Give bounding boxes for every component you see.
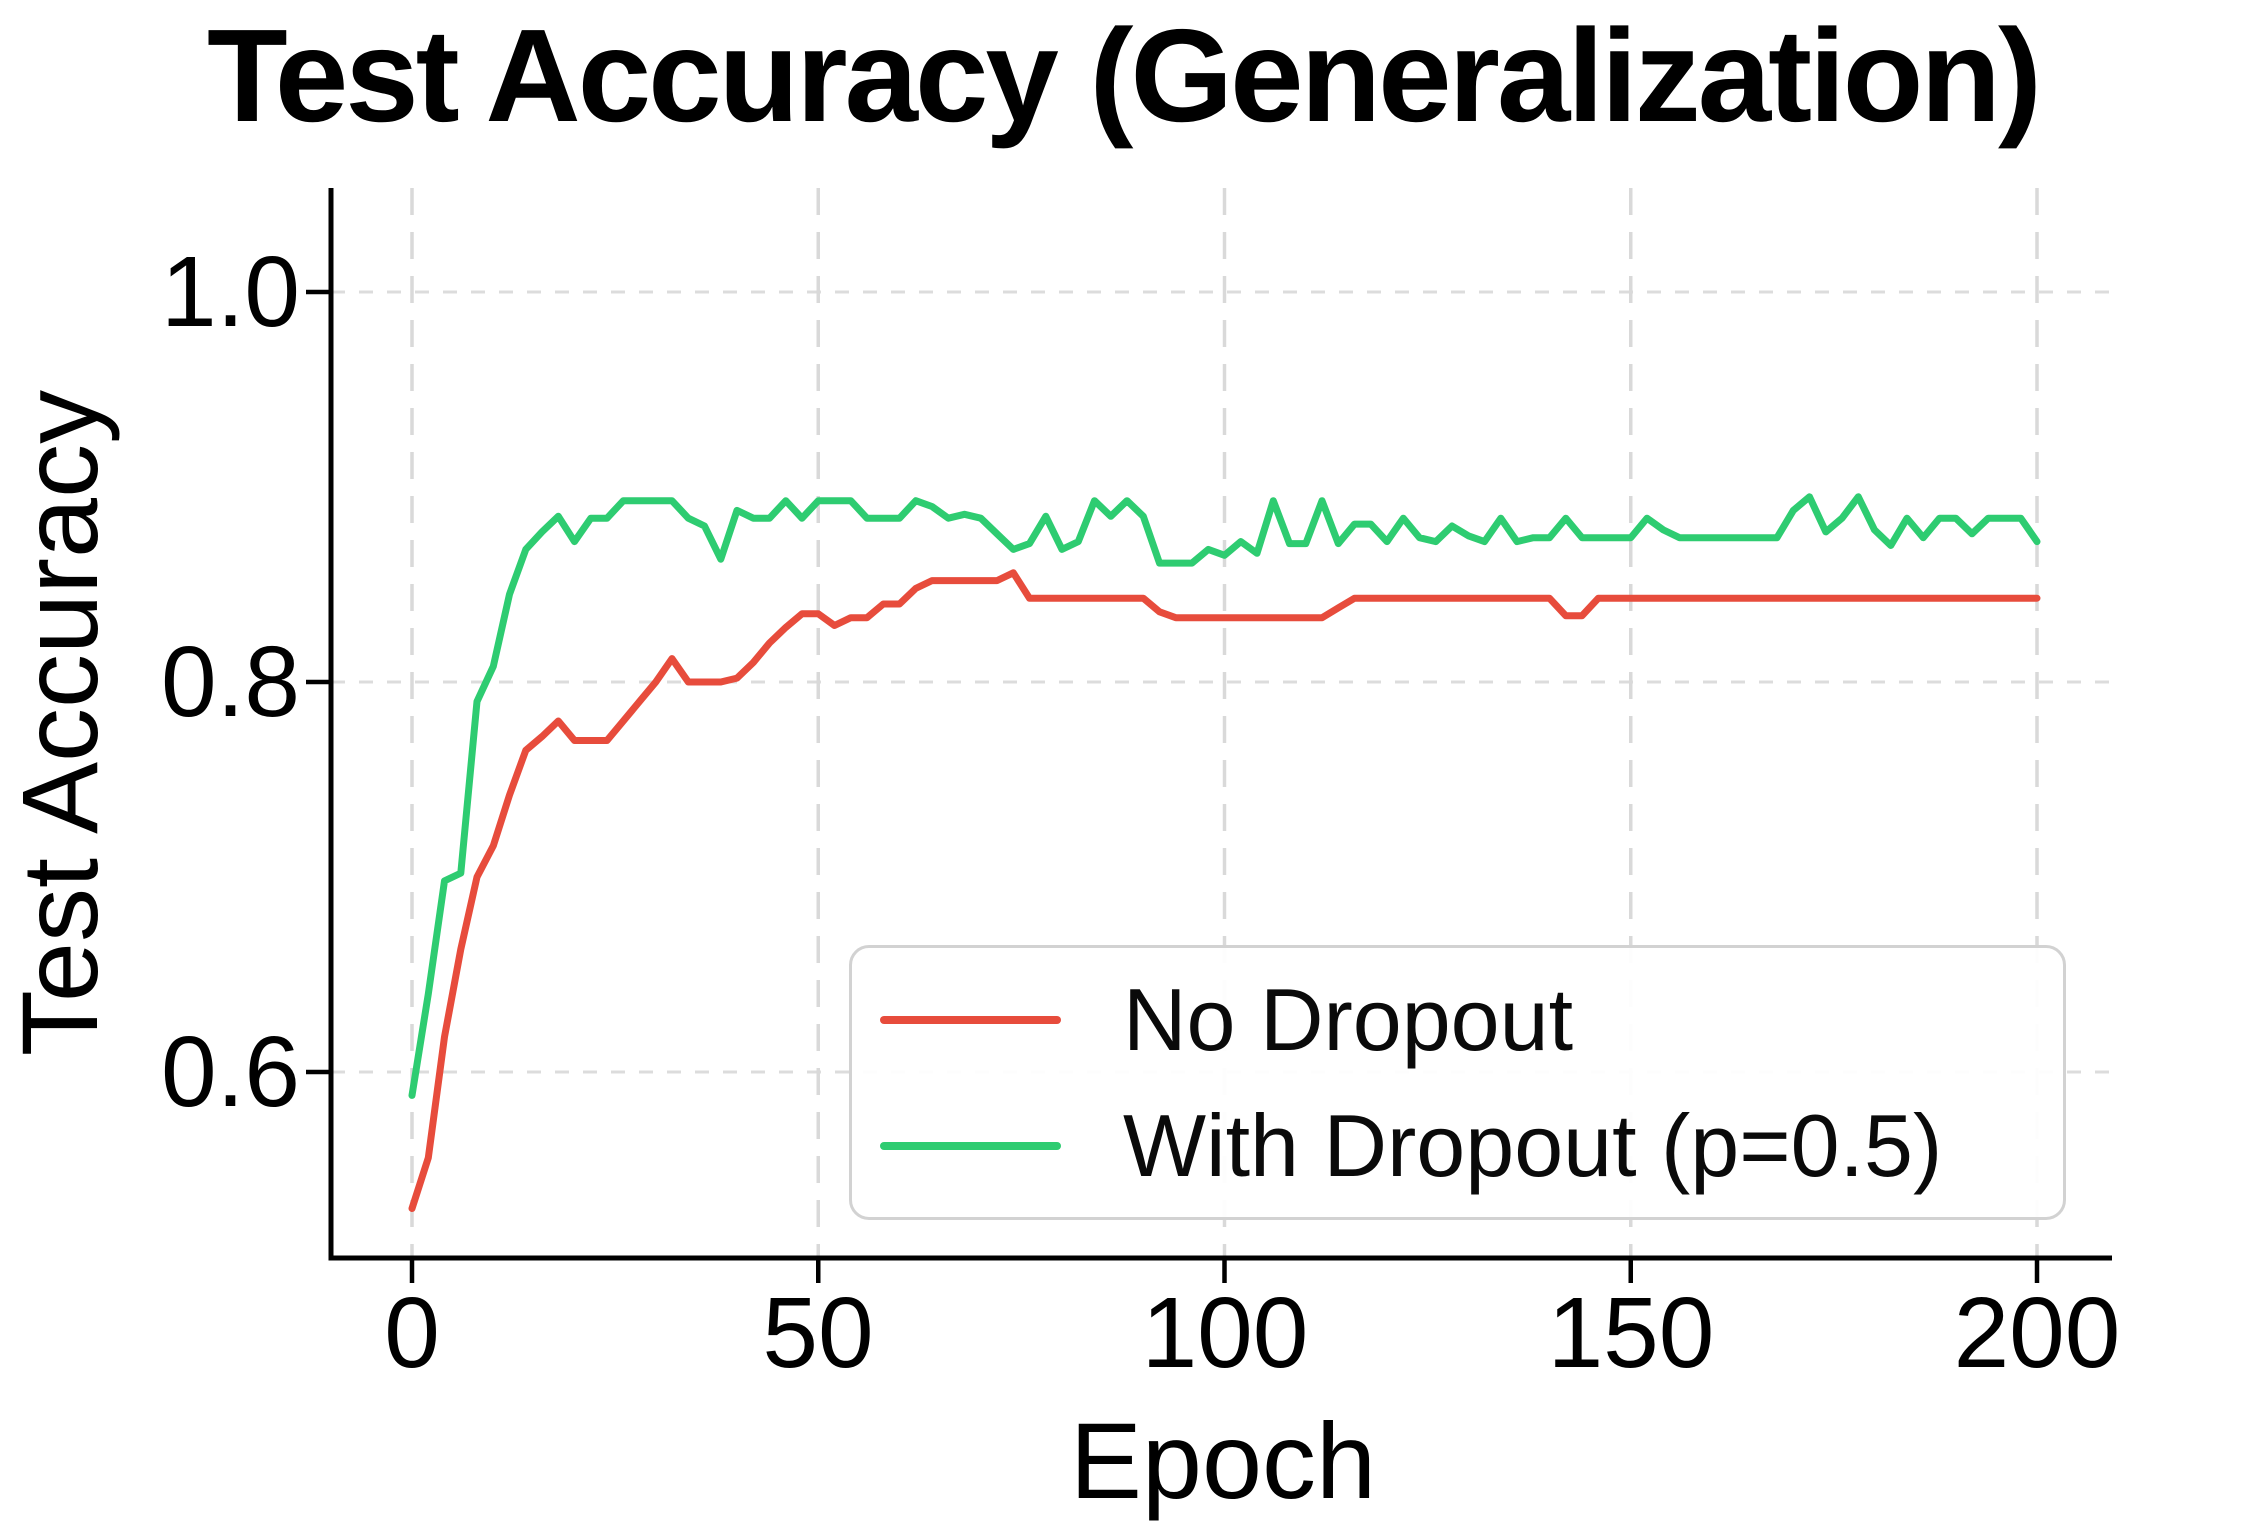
y-tick-label: 1.0 [160, 236, 300, 348]
x-tick-label: 100 [1141, 1277, 1309, 1389]
y-tick-label: 0.6 [160, 1016, 300, 1128]
legend-item-no-dropout: No Dropout [880, 969, 2063, 1069]
x-tick-label: 200 [1953, 1277, 2121, 1389]
legend-swatch-red-line-icon [880, 1015, 1061, 1024]
y-tick-label: 0.8 [160, 626, 300, 738]
legend-label: With Dropout (p=0.5) [1123, 1095, 1943, 1195]
series-line-with-dropout [408, 493, 2041, 1099]
legend-item-with-dropout: With Dropout (p=0.5) [880, 1095, 2063, 1195]
x-tick-label: 150 [1547, 1277, 1715, 1389]
x-tick-label: 50 [762, 1277, 874, 1389]
legend: No Dropout With Dropout (p=0.5) [849, 945, 2066, 1220]
legend-label: No Dropout [1123, 969, 1574, 1069]
series-line-no-dropout [408, 569, 2041, 1212]
x-axis-label: Epoch [1069, 1400, 1377, 1521]
x-tick-label: 0 [384, 1277, 440, 1389]
legend-swatch-green-line-icon [880, 1141, 1061, 1150]
chart-title: Test Accuracy (Generalization) [207, 2, 2042, 149]
